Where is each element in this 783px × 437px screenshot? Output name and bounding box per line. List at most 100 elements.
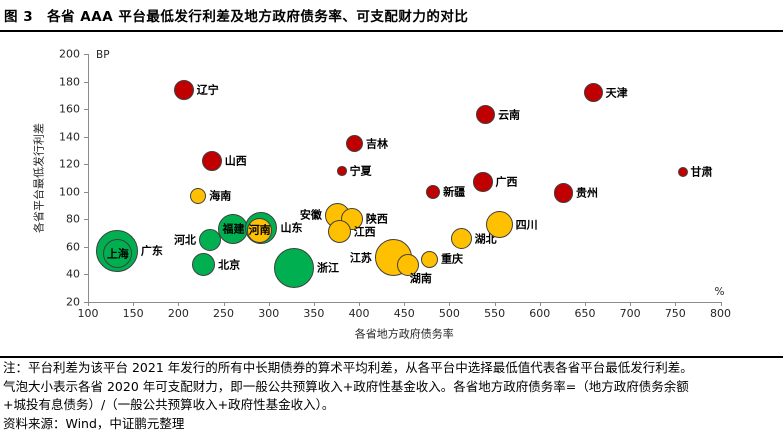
x-axis-tick-label: 650: [574, 307, 596, 320]
x-axis-tick-label: 700: [619, 307, 641, 320]
x-axis-tick-label: 200: [167, 307, 189, 320]
chart-bubble: [274, 247, 314, 288]
notes-divider: [0, 356, 783, 358]
bubble-chart: 20 40 60 80 100 120 140 160 180 200 100 150 200 250 30…: [32, 47, 732, 341]
note-line-1: 注：平台利差为该平台 2021 年发行的所有中长期债券的算术平均利差，从各平台中…: [3, 360, 693, 375]
bubble-label: 江苏: [349, 251, 372, 265]
bubble-label: 浙江: [317, 261, 339, 275]
x-axis-tick-label: 800: [710, 307, 731, 320]
y-axis-tick-label: 40: [66, 267, 80, 281]
chart-bubble: [103, 239, 133, 269]
y-axis-tick: [84, 219, 88, 221]
chart-bubble: [201, 151, 222, 172]
bubble-label: 宁夏: [349, 164, 372, 178]
bubble-label: 天津: [605, 86, 628, 100]
chart-bubble: [327, 220, 351, 244]
x-axis-tick: [494, 302, 496, 306]
bubble-label: 云南: [498, 108, 521, 122]
y-axis-line: [88, 54, 89, 302]
note-line-2: 气泡大小表示各省 2020 年可支配财力，即一般公共预算收入+政府性基金收入。各…: [3, 378, 689, 394]
x-axis-tick-label: 350: [303, 307, 325, 320]
bubble-label: 新疆: [443, 185, 466, 199]
x-axis-tick-label: 750: [664, 307, 686, 320]
bubble-label: 福建: [222, 222, 245, 236]
bubble-label: 湖南: [409, 271, 432, 285]
chart-bubble: [173, 79, 194, 100]
bubble-label: 湖北: [474, 232, 497, 246]
bubble-label: 山西: [224, 154, 247, 168]
y-axis-tick: [84, 191, 88, 193]
chart-bubble: [450, 228, 472, 250]
x-axis-tick: [720, 302, 722, 306]
bubble-label: 河北: [173, 233, 196, 247]
x-axis-tick-label: 150: [122, 307, 144, 320]
x-axis-tick: [313, 302, 315, 306]
bubble-label: 陕西: [365, 212, 388, 226]
chart-bubble: [190, 187, 207, 204]
x-axis-tick: [88, 302, 89, 306]
figure-title: 图 3 各省 AAA 平台最低发行利差及地方政府债务率、可支配财力的对比: [4, 9, 469, 25]
chart-bubble: [485, 211, 513, 239]
bubble-label: 上海: [106, 247, 129, 261]
chart-bubble: [553, 183, 573, 203]
x-axis-tick-label: 250: [213, 307, 235, 320]
bubble-label: 贵州: [575, 186, 598, 200]
y-axis-tick: [84, 81, 88, 83]
x-axis-tick-label: 450: [393, 307, 415, 320]
x-axis-tick: [133, 302, 135, 306]
y-axis-tick: [84, 164, 88, 166]
chart-bubble: [583, 83, 603, 103]
chart-bubble: [198, 229, 221, 251]
x-axis-tick-label: 500: [438, 307, 460, 320]
x-axis-title: 各省地方政府债务率: [354, 327, 454, 341]
x-axis-tick: [449, 302, 451, 306]
chart-bubble: [677, 167, 688, 178]
chart-bubble: [346, 135, 364, 153]
y-axis-tick-label: 60: [66, 240, 80, 254]
title-divider: [0, 30, 783, 32]
x-axis-tick-label: 550: [484, 307, 506, 320]
y-axis-tick: [84, 109, 88, 111]
bubble-label: 吉林: [366, 137, 389, 151]
x-axis-tick: [359, 302, 361, 306]
x-axis-tick: [539, 302, 541, 306]
chart-bubble: [396, 253, 419, 276]
chart-bubble: [247, 217, 273, 243]
bubble-label: 河南: [248, 223, 271, 237]
y-axis-tick-label: 100: [59, 185, 80, 199]
bubble-label: 重庆: [441, 252, 464, 266]
chart-bubble: [421, 250, 439, 268]
y-axis-tick: [84, 246, 88, 248]
x-axis-tick: [178, 302, 180, 306]
y-axis-tick-label: 140: [59, 130, 80, 144]
chart-bubble: [218, 213, 249, 244]
y-axis-tick: [84, 302, 88, 303]
bubble-label: 北京: [218, 258, 241, 272]
x-axis-tick: [223, 302, 225, 306]
x-axis-tick-label: 300: [258, 307, 280, 320]
x-axis-tick: [630, 302, 632, 306]
y-axis-tick: [84, 136, 88, 138]
x-axis-tick-label: 100: [77, 307, 99, 320]
y-axis-tick-label: 200: [59, 47, 80, 61]
bubble-label: 安徽: [299, 208, 322, 222]
y-axis-tick-label: 120: [59, 157, 80, 171]
x-axis-unit: %: [714, 286, 725, 298]
y-axis-tick: [84, 54, 88, 55]
chart-bubble: [426, 184, 441, 199]
x-axis-tick: [404, 302, 406, 306]
x-axis-tick: [675, 302, 677, 306]
note-line-3: +城投有息债务）/（一般公共预算收入+政府性基金收入）。: [3, 397, 335, 412]
chart-bubble: [337, 166, 347, 176]
y-axis-tick: [84, 274, 88, 276]
bubble-label: 甘肃: [690, 165, 713, 179]
y-axis-unit: BP: [96, 49, 110, 61]
bubble-label: 广西: [495, 175, 518, 189]
bubble-label: 四川: [515, 218, 538, 232]
y-axis-title: 各省平台最低发行利差: [32, 123, 46, 233]
bubble-label: 山东: [280, 221, 303, 235]
figure-notes: 注：平台利差为该平台 2021 年发行的所有中长期债券的算术平均利差，从各平台中…: [3, 359, 781, 433]
y-axis-tick-label: 20: [66, 295, 80, 309]
x-axis-tick-label: 600: [529, 307, 551, 320]
bubble-label: 辽宁: [196, 83, 219, 97]
